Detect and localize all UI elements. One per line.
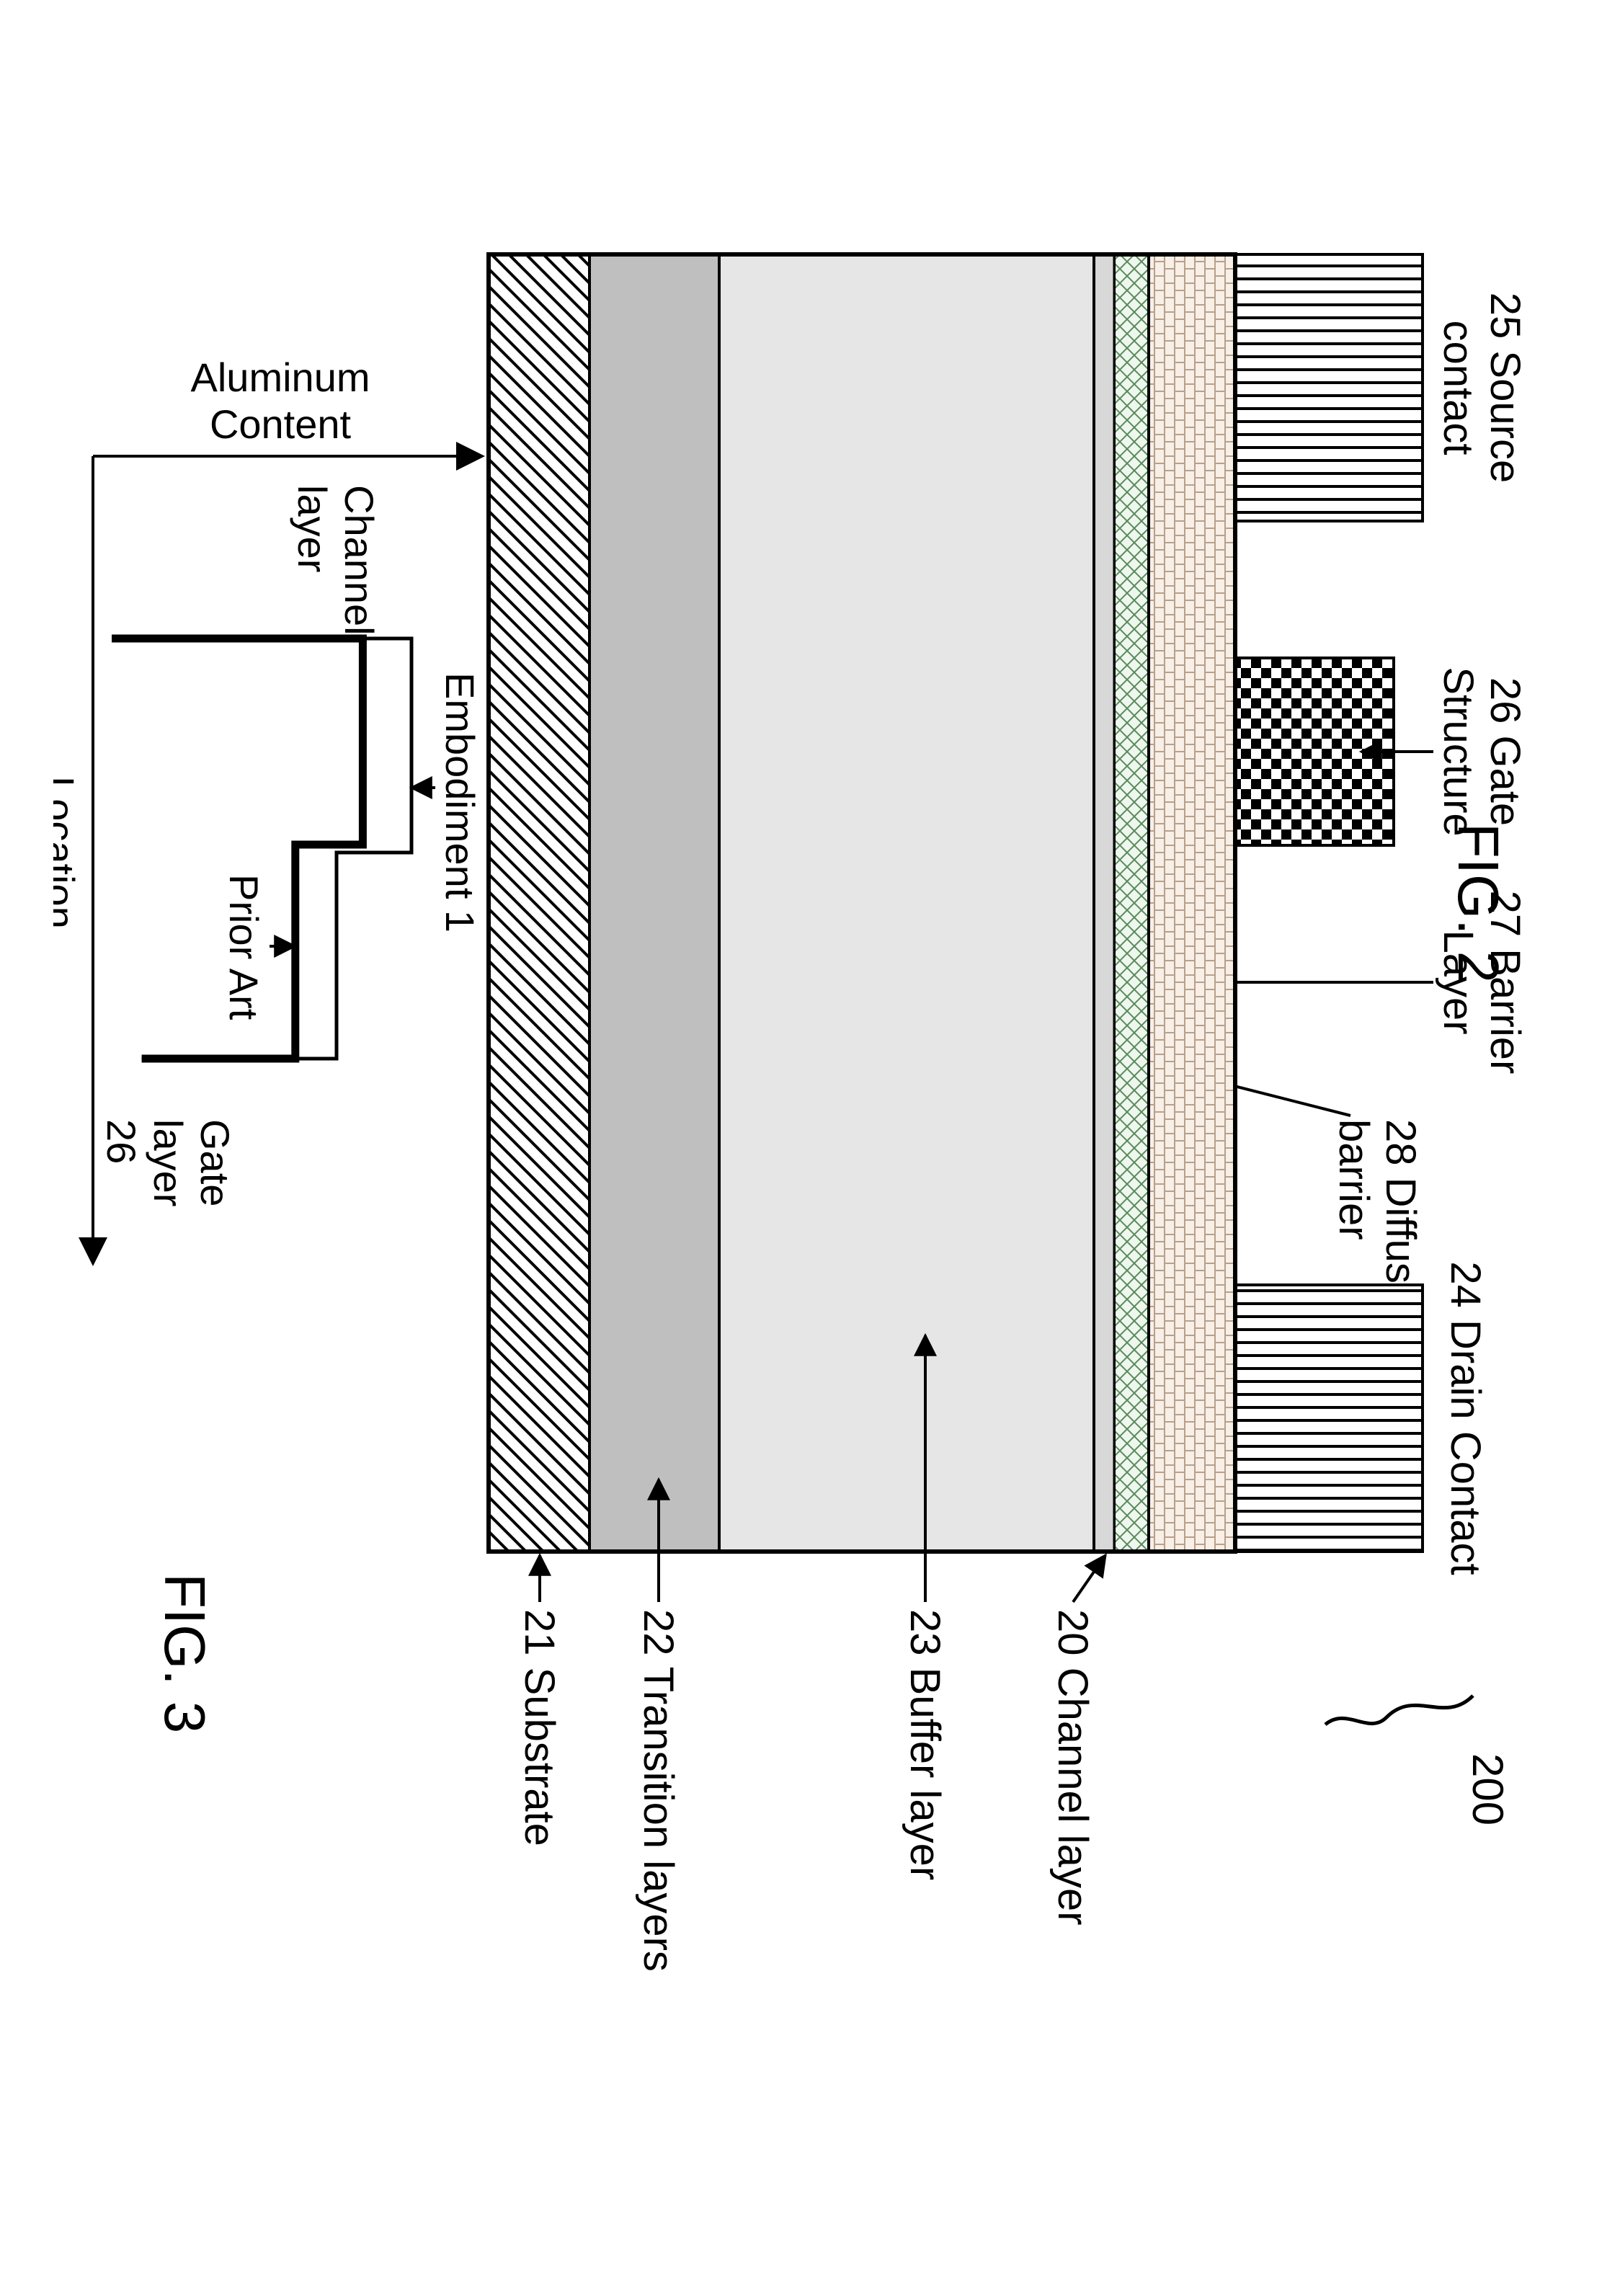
figures-svg: FIG. 2 200 25 Source contact 26 Gate	[53, 67, 1567, 2229]
source-label-1: 25 Source	[1482, 293, 1528, 483]
source-contact: 25 Source contact	[1235, 254, 1528, 521]
layer-transition	[589, 254, 719, 1552]
barrier-label-2: Layer	[1435, 930, 1482, 1034]
fig3-gate-3: 26	[99, 1119, 144, 1164]
source-label-2: contact	[1435, 321, 1482, 455]
fig3-prior-label: Prior Art	[221, 874, 267, 1020]
gate-structure: 26 Gate Structure	[1235, 658, 1528, 845]
drain-contact: 24 Drain Contact	[1235, 1261, 1489, 1575]
fig3: Aluminum Content Location Channel layer …	[53, 355, 483, 1733]
fig3-emb1-label: Embodiment 1	[437, 672, 483, 933]
layer-buffer	[719, 254, 1094, 1552]
page-ref: 200	[1325, 1696, 1512, 1825]
fig3-channel-1: Channel	[337, 485, 382, 636]
fig3-y-label-1: Aluminum	[191, 355, 370, 400]
page-ref-text: 200	[1464, 1753, 1512, 1825]
drain-label: 24 Drain Contact	[1442, 1261, 1489, 1575]
barrier-label-1: 27 Barrier	[1482, 891, 1528, 1074]
gate-label-1: 26 Gate	[1482, 677, 1528, 826]
fig3-channel-2: layer	[290, 485, 335, 572]
fig2: FIG. 2 200 25 Source contact 26 Gate	[489, 254, 1528, 1972]
substrate-label: 21 Substrate	[516, 1609, 563, 1846]
gate-label-2: Structure	[1435, 667, 1482, 836]
fig3-y-label-2: Content	[210, 401, 352, 447]
fig3-plot: Aluminum Content Location Channel layer …	[53, 355, 483, 1263]
layer-channel	[1094, 254, 1114, 1552]
layer-substrate	[489, 254, 589, 1552]
diffusion-label-2: barrier	[1330, 1119, 1377, 1240]
fig3-gate-1: Gate	[192, 1119, 238, 1206]
channel-label: 20 Channel layer	[1049, 1609, 1096, 1926]
fig3-title: FIG. 3	[153, 1573, 217, 1733]
transition-label: 22 Transition layers	[635, 1609, 682, 1972]
layer-barrier	[1149, 254, 1235, 1552]
layer-diffusion	[1114, 254, 1149, 1552]
fig3-gate-2: layer	[146, 1119, 191, 1206]
layer-stack: 20 Channel layer 23 Buffer layer 22 Tran…	[489, 254, 1235, 1972]
page-rotated-container: FIG. 2 200 25 Source contact 26 Gate	[53, 67, 1567, 2229]
fig3-x-label: Location	[53, 776, 83, 929]
buffer-label: 23 Buffer layer	[902, 1609, 948, 1880]
